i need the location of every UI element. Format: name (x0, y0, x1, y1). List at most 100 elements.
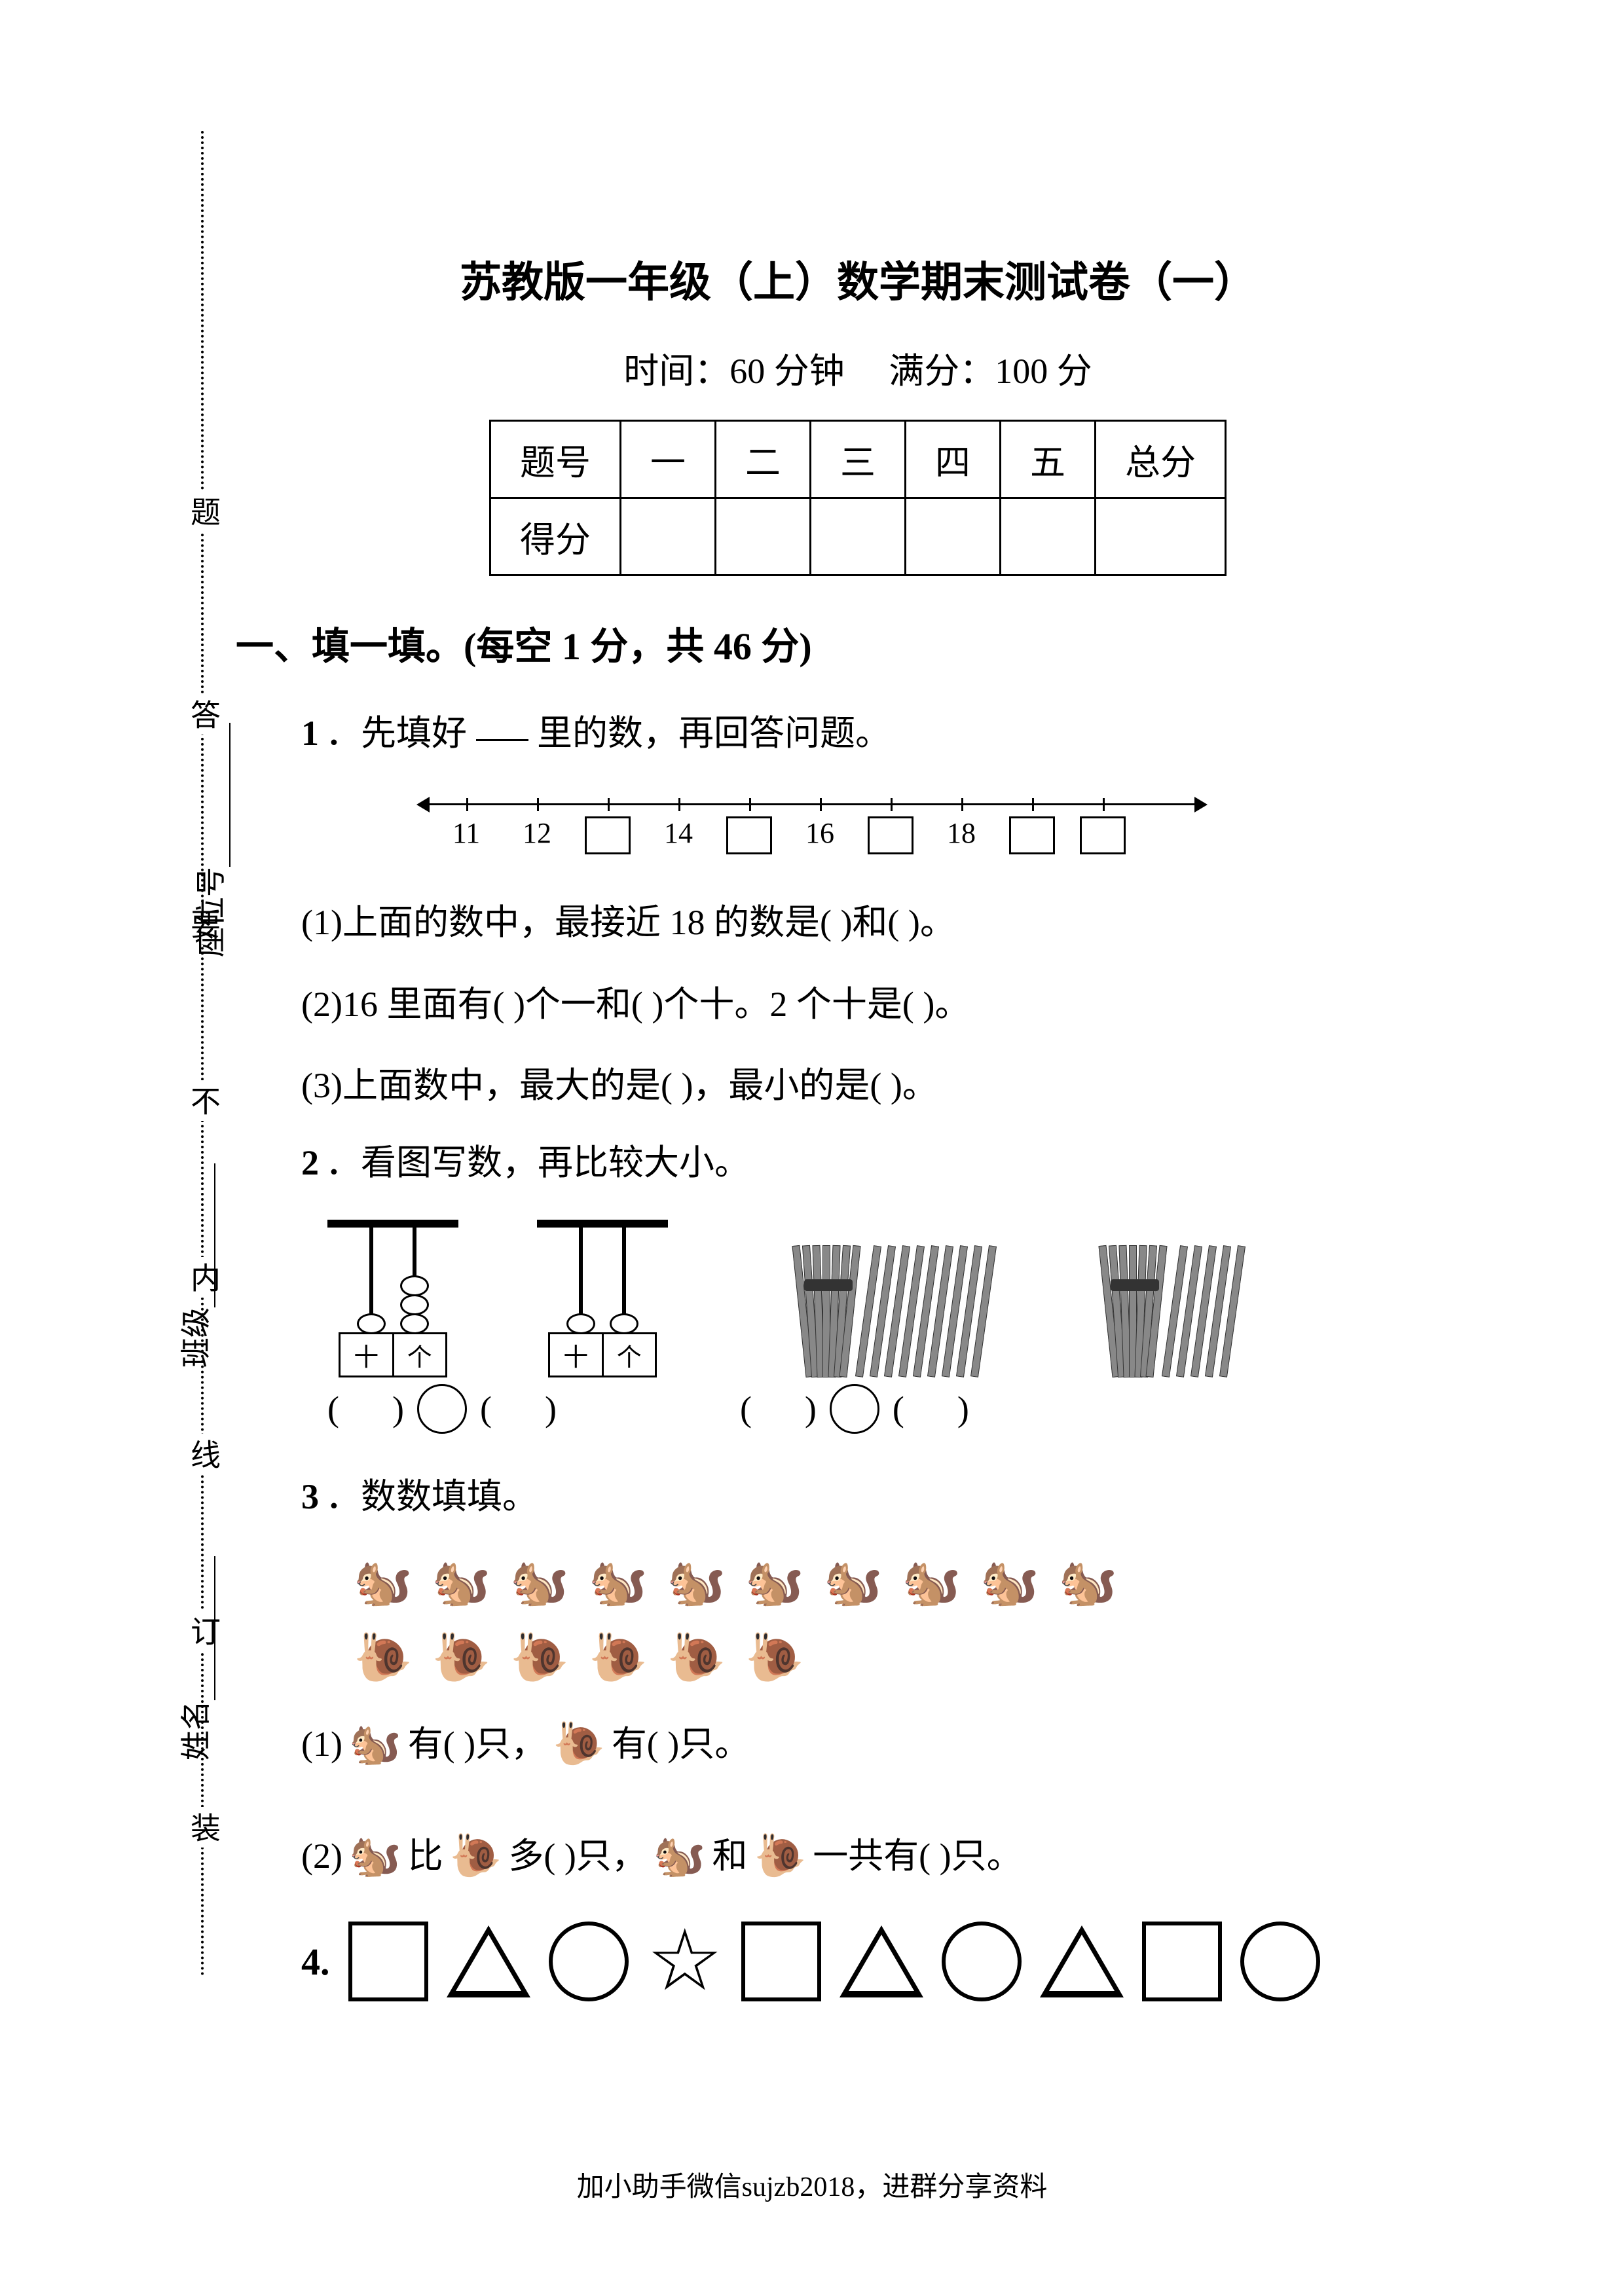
q-number: 4. (301, 1940, 330, 1984)
number-line: 11 12 14 16 18 (419, 784, 1205, 862)
cell: 一 (621, 421, 716, 498)
question-1: 1．先填好 里的数，再回答问题。 (301, 697, 1454, 771)
page-footer: 加小助手微信sujzb2018，进群分享资料 (0, 2164, 1624, 2204)
sidebar-field-seat: 座位号 (187, 723, 231, 957)
exam-info: 时间：60 分钟 满分：100 分 (262, 342, 1454, 393)
field-label-name: 姓名 (172, 1700, 215, 1760)
text: 有( )只。 (612, 1705, 750, 1783)
time-value: 60 分钟 (729, 352, 845, 391)
snail-icon: 🐌 (745, 1630, 804, 1685)
circle-shape (1240, 1922, 1320, 2001)
fill-box[interactable] (1009, 816, 1055, 854)
squirrel-icon: 🐿️ (1059, 1554, 1118, 1610)
sidebar-marker: 装 (181, 1807, 225, 1848)
snail-icon: 🐌 (510, 1630, 569, 1685)
squirrel-icon: 🐿️ (980, 1554, 1039, 1610)
compare-circle[interactable] (417, 1384, 467, 1434)
snail-row: 🐌🐌🐌🐌🐌🐌 (354, 1630, 1454, 1685)
fill-box[interactable] (868, 816, 913, 854)
fullmark-value: 100 分 (995, 352, 1092, 391)
cell: 总分 (1096, 421, 1226, 498)
compare-circle[interactable] (830, 1384, 879, 1434)
cell: 五 (1001, 421, 1096, 498)
circle-shape (942, 1922, 1022, 2001)
paren-blank[interactable]: ( ) (740, 1389, 817, 1429)
tick (1103, 798, 1105, 811)
binding-sidebar: 装 订 线 内 不 要 答 题 姓名 班级 座位号 (177, 131, 229, 1977)
q1-sub1: (1)上面的数中，最接近 18 的数是( )和( )。 (301, 882, 1454, 963)
squirrel-icon: 🐿️ (354, 1554, 413, 1610)
sidebar-marker: 题 (181, 491, 225, 532)
fullmark-label: 满分： (889, 352, 995, 391)
abacus-1: 十个 (327, 1220, 458, 1377)
q1-sub3: (3)上面数中，最大的是( )，最小的是( )。 (301, 1045, 1454, 1126)
blank-cell[interactable] (1096, 498, 1226, 575)
shapes-sequence: ☆ (348, 1922, 1321, 2001)
rod-tens (369, 1228, 373, 1332)
place-label: 个 (604, 1334, 655, 1376)
fill-box[interactable] (1080, 816, 1126, 854)
q1-sub2: (2)16 里面有( )个一和( )个十。2 个十是( )。 (301, 964, 1454, 1045)
q3-sub2: (2) 🐿️ 比 🐌 多( )只， 🐿️ 和 🐌 一共有( )只。 (301, 1810, 1454, 1903)
squirrel-icon: 🐿️ (510, 1554, 569, 1610)
snail-icon: 🐌 (667, 1630, 726, 1685)
squirrel-icon: 🐿️ (667, 1554, 726, 1610)
snail-icon: 🐌 (450, 1810, 502, 1903)
paren-blank[interactable]: ( ) (893, 1389, 969, 1429)
page: 装 订 线 内 不 要 答 题 姓名 班级 座位号 苏教版一年级（上）数学期末测… (0, 0, 1624, 2296)
abacus-base: 十个 (339, 1332, 447, 1377)
abacus-2: 十个 (537, 1220, 668, 1377)
arrow-right-icon (1194, 797, 1208, 812)
q2-figures: 十个 十个 (327, 1220, 1454, 1377)
sub-prefix: (2) (301, 1817, 342, 1895)
abacus-base: 十个 (548, 1332, 657, 1377)
cell: 三 (811, 421, 906, 498)
axis-label: 14 (664, 816, 693, 850)
squirrel-icon: 🐿️ (349, 1698, 401, 1791)
underline-blank[interactable] (476, 710, 528, 741)
blank-cell[interactable] (716, 498, 811, 575)
blank-cell[interactable] (811, 498, 906, 575)
sidebar-marker: 线 (181, 1434, 225, 1474)
snail-icon: 🐌 (589, 1630, 648, 1685)
tick (608, 798, 610, 811)
triangle-shape (1040, 1925, 1124, 1997)
section-heading: 一、填一填。(每空 1 分，共 46 分) (236, 615, 1454, 670)
fill-box[interactable] (585, 816, 631, 854)
triangle-shape (447, 1925, 530, 1997)
squirrel-icon: 🐿️ (432, 1554, 491, 1610)
text: 有( )只， (408, 1705, 546, 1783)
q-stem: ．数数填填。 (325, 1477, 538, 1516)
blank-line[interactable] (188, 1163, 215, 1307)
blank-cell[interactable] (1001, 498, 1096, 575)
sidebar-field-class: 班级 (172, 1163, 215, 1368)
loose-sticks (1171, 1245, 1236, 1377)
blank-cell[interactable] (621, 498, 716, 575)
blank-line[interactable] (203, 723, 231, 867)
question-3: 3．数数填填。 (301, 1460, 1454, 1534)
square-shape (741, 1922, 821, 2001)
question-4: 4. ☆ (301, 1922, 1454, 2001)
q2-answer-row: ( ) ( ) ( ) ( ) (327, 1384, 1454, 1434)
place-label: 个 (394, 1334, 446, 1376)
fill-box[interactable] (726, 816, 772, 854)
sticks-group-1 (799, 1245, 987, 1377)
tick (678, 798, 680, 811)
rod-ones (622, 1228, 626, 1332)
squirrel-icon: 🐿️ (745, 1554, 804, 1610)
tick (961, 798, 963, 811)
text: 和 (712, 1817, 748, 1895)
time-label: 时间： (623, 352, 729, 391)
score-table: 题号 一 二 三 四 五 总分 得分 (489, 420, 1227, 576)
text: 多( )只， (508, 1817, 646, 1895)
blank-cell[interactable] (906, 498, 1001, 575)
stick-bundle (799, 1247, 858, 1377)
rod-ones (413, 1228, 416, 1332)
paren-blank[interactable]: ( ) (480, 1389, 557, 1429)
blank-line[interactable] (188, 1556, 215, 1700)
paren-blank[interactable]: ( ) (327, 1389, 404, 1429)
sidebar-marker: 不 (181, 1080, 225, 1121)
axis-label: 16 (805, 816, 834, 850)
q-number: 3 (301, 1477, 319, 1516)
q-number: 1 (301, 714, 319, 753)
